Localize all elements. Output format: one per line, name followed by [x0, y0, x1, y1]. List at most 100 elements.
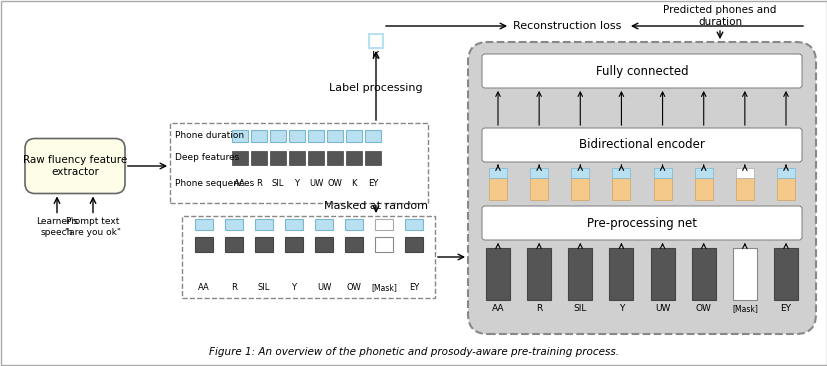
Text: AA: AA: [234, 179, 246, 187]
Text: UW: UW: [654, 304, 669, 313]
Bar: [345, 219, 362, 230]
Text: EY: EY: [780, 304, 791, 313]
Bar: [308, 151, 323, 165]
Bar: [571, 168, 589, 178]
FancyBboxPatch shape: [481, 206, 801, 240]
Bar: [270, 151, 285, 165]
Text: [Mask]: [Mask]: [731, 304, 757, 313]
Bar: [232, 130, 248, 142]
Bar: [650, 248, 674, 300]
Bar: [314, 237, 332, 252]
Text: SIL: SIL: [257, 284, 270, 292]
Bar: [225, 237, 242, 252]
Text: R: R: [256, 179, 261, 187]
Bar: [182, 216, 434, 298]
Bar: [195, 219, 213, 230]
Bar: [346, 151, 361, 165]
Text: Deep features: Deep features: [174, 153, 239, 163]
FancyBboxPatch shape: [481, 128, 801, 162]
Text: SIL: SIL: [271, 179, 284, 187]
Text: UW: UW: [308, 179, 323, 187]
Bar: [489, 168, 506, 178]
Bar: [255, 219, 273, 230]
Text: Pre-processing net: Pre-processing net: [586, 217, 696, 229]
Bar: [327, 151, 342, 165]
Bar: [776, 178, 794, 200]
Bar: [255, 237, 273, 252]
Bar: [735, 168, 753, 178]
Bar: [529, 178, 547, 200]
Bar: [653, 178, 671, 200]
Bar: [289, 130, 304, 142]
Bar: [694, 178, 712, 200]
Bar: [609, 248, 633, 300]
Bar: [369, 34, 383, 48]
Text: AA: AA: [491, 304, 504, 313]
Text: Raw fluency feature
extractor: Raw fluency feature extractor: [23, 155, 127, 177]
Bar: [773, 248, 797, 300]
FancyBboxPatch shape: [481, 54, 801, 88]
Bar: [489, 178, 506, 200]
Text: AA: AA: [198, 284, 209, 292]
FancyBboxPatch shape: [467, 42, 815, 334]
Bar: [485, 248, 509, 300]
Text: OW: OW: [347, 284, 361, 292]
Bar: [732, 248, 756, 300]
Bar: [571, 178, 589, 200]
Text: Learner's
speech: Learner's speech: [36, 217, 78, 237]
Text: R: R: [535, 304, 542, 313]
Bar: [365, 151, 380, 165]
Text: Phone duration: Phone duration: [174, 131, 244, 141]
Text: Bidirectional encoder: Bidirectional encoder: [578, 138, 704, 152]
Text: Predicted phones and
duration: Predicted phones and duration: [662, 5, 776, 27]
Bar: [694, 168, 712, 178]
Bar: [225, 219, 242, 230]
Bar: [345, 237, 362, 252]
Text: K: K: [372, 51, 379, 61]
Text: EY: EY: [409, 284, 418, 292]
Bar: [251, 151, 266, 165]
Bar: [195, 237, 213, 252]
Bar: [170, 123, 428, 203]
Bar: [567, 248, 591, 300]
Bar: [365, 130, 380, 142]
Text: UW: UW: [317, 284, 331, 292]
Text: [Mask]: [Mask]: [370, 284, 396, 292]
Bar: [346, 130, 361, 142]
Bar: [314, 219, 332, 230]
Text: Fully connected: Fully connected: [595, 64, 687, 78]
Bar: [284, 237, 303, 252]
Bar: [735, 178, 753, 200]
Bar: [270, 130, 285, 142]
Bar: [691, 248, 715, 300]
Bar: [653, 168, 671, 178]
Text: OW: OW: [695, 304, 710, 313]
Text: Masked at random: Masked at random: [323, 201, 428, 211]
Text: OW: OW: [327, 179, 342, 187]
Bar: [612, 168, 629, 178]
Text: Y: Y: [291, 284, 296, 292]
Bar: [232, 151, 248, 165]
Bar: [404, 219, 423, 230]
Text: Figure 1: An overview of the phonetic and prosody-aware pre-training process.: Figure 1: An overview of the phonetic an…: [208, 347, 619, 357]
Bar: [404, 237, 423, 252]
Text: EY: EY: [367, 179, 378, 187]
Bar: [251, 130, 266, 142]
Bar: [289, 151, 304, 165]
Text: Reconstruction loss: Reconstruction loss: [513, 21, 620, 31]
Bar: [527, 248, 551, 300]
Text: K: K: [351, 179, 356, 187]
Bar: [327, 130, 342, 142]
Bar: [375, 237, 393, 252]
Text: Y: Y: [294, 179, 299, 187]
Bar: [529, 168, 547, 178]
Bar: [612, 178, 629, 200]
Text: Prompt text
"are you ok": Prompt text "are you ok": [65, 217, 121, 237]
Bar: [308, 130, 323, 142]
Bar: [776, 168, 794, 178]
Text: R: R: [231, 284, 237, 292]
Text: SIL: SIL: [573, 304, 586, 313]
Bar: [375, 219, 393, 230]
Text: Phone sequences: Phone sequences: [174, 179, 254, 187]
Text: Y: Y: [618, 304, 624, 313]
